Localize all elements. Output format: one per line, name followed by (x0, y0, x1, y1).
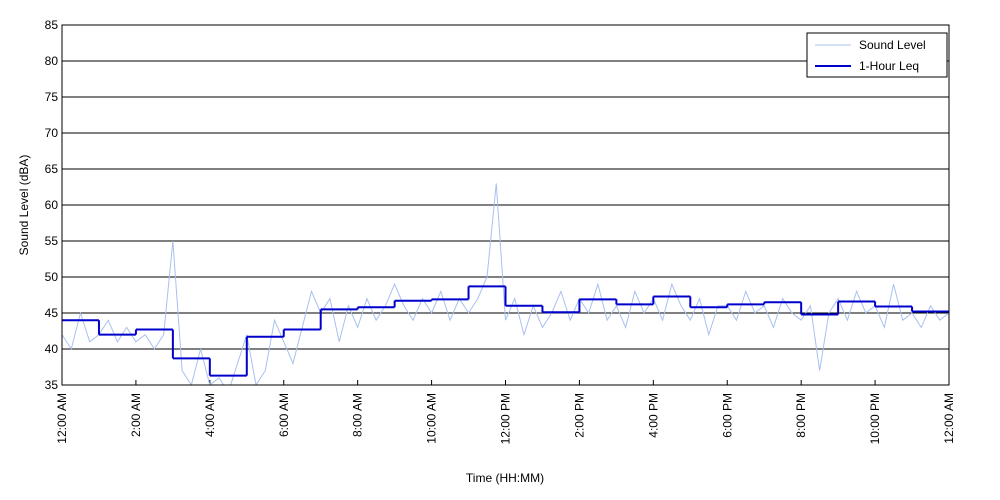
y-tick-label: 55 (45, 234, 59, 248)
y-tick-label: 45 (45, 306, 59, 320)
x-tick-label: 10:00 AM (425, 393, 439, 444)
x-tick-label: 8:00 AM (351, 393, 365, 437)
x-tick-label: 6:00 PM (720, 393, 734, 438)
x-tick-label: 4:00 PM (646, 393, 660, 438)
legend-label: 1-Hour Leq (859, 59, 919, 73)
x-tick-label: 2:00 PM (572, 393, 586, 438)
y-tick-label: 40 (45, 342, 59, 356)
y-tick-label: 85 (45, 18, 59, 32)
y-tick-label: 35 (45, 378, 59, 392)
y-axis-label: Sound Level (dBA) (17, 155, 31, 256)
x-tick-label: 6:00 AM (277, 393, 291, 437)
y-tick-label: 70 (45, 126, 59, 140)
x-axis-label: Time (HH:MM) (466, 471, 544, 485)
y-tick-label: 75 (45, 90, 59, 104)
y-tick-label: 50 (45, 270, 59, 284)
y-tick-label: 60 (45, 198, 59, 212)
legend-label: Sound Level (859, 38, 926, 52)
x-tick-label: 4:00 AM (203, 393, 217, 437)
x-tick-label: 12:00 AM (55, 393, 69, 444)
x-tick-label: 8:00 PM (794, 393, 808, 438)
legend-box (806, 32, 948, 78)
x-tick-label: 12:00 AM (942, 393, 956, 444)
y-tick-label: 80 (45, 54, 59, 68)
x-tick-label: 2:00 AM (129, 393, 143, 437)
sound-level-line (62, 183, 949, 385)
x-tick-label: 10:00 PM (868, 393, 882, 444)
y-tick-label: 65 (45, 162, 59, 176)
x-tick-label: 12:00 PM (499, 393, 513, 444)
plot-frame (61, 24, 950, 386)
